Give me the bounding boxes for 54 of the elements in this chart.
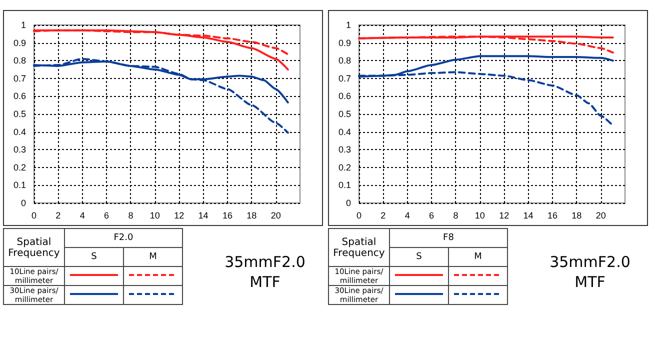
x-tick-label: 6 — [429, 210, 434, 220]
legend-title: Spatial Frequency — [328, 228, 390, 266]
x-tick-label: 6 — [104, 210, 110, 220]
text: M — [448, 248, 508, 266]
y-tick-label: 0.7 — [13, 73, 26, 84]
y-tick-label: 0.1 — [338, 180, 351, 190]
text: 35mmF2.0 MTF — [548, 252, 632, 292]
y-tick-label: 0 — [346, 198, 351, 208]
y-tick-label: 0.3 — [338, 144, 351, 155]
y-tick-label: 0.8 — [13, 56, 26, 66]
y-tick-label: 0.2 — [13, 162, 26, 172]
x-tick-label: 0 — [31, 210, 37, 220]
x-tick-label: 16 — [547, 210, 558, 220]
x-tick-label: 20 — [596, 210, 606, 220]
x-tick-label: 8 — [453, 210, 458, 220]
x-tick-label: 0 — [356, 210, 362, 220]
x-tick-label: 14 — [523, 210, 534, 220]
y-tick-label: 0.9 — [13, 38, 26, 48]
x-tick-label: 18 — [572, 210, 582, 220]
x-tick-label: 20 — [270, 210, 281, 220]
y-tick-label: 1 — [346, 20, 351, 30]
text: F8 — [390, 228, 508, 248]
y-tick-label: 0.5 — [338, 109, 351, 119]
y-tick-label: 0.2 — [338, 162, 351, 172]
y-tick-label: 0.1 — [13, 180, 26, 190]
x-tick-label: 2 — [380, 210, 386, 220]
x-tick-label: 10 — [474, 210, 485, 220]
x-tick-label: 14 — [198, 210, 208, 220]
x-tick-label: 10 — [150, 210, 160, 220]
x-tick-label: 2 — [56, 210, 61, 220]
y-tick-label: 0.8 — [338, 56, 351, 66]
y-tick-label: 0.6 — [13, 91, 26, 102]
y-tick-label: 0.3 — [13, 144, 26, 155]
y-tick-label: 0 — [20, 198, 26, 208]
text: S — [390, 248, 448, 266]
x-tick-label: 4 — [404, 210, 410, 220]
text: 35mmF2.0 MTF — [224, 252, 306, 292]
text: S — [64, 248, 124, 266]
x-tick-label: 12 — [174, 210, 184, 220]
y-tick-label: 0.7 — [338, 73, 351, 84]
legend-title: Spatial Frequency — [4, 228, 64, 266]
y-tick-label: 1 — [20, 20, 26, 30]
y-tick-label: 0.6 — [338, 91, 351, 102]
x-tick-label: 18 — [246, 210, 257, 220]
y-tick-label: 0.5 — [13, 109, 26, 119]
y-tick-label: 0.9 — [338, 38, 351, 48]
x-tick-label: 8 — [128, 210, 134, 220]
y-tick-label: 0.4 — [338, 126, 351, 137]
x-tick-label: 16 — [222, 210, 232, 220]
text: F2.0 — [64, 228, 182, 248]
x-tick-label: 4 — [80, 210, 85, 220]
text: M — [124, 248, 182, 266]
x-tick-label: 12 — [499, 210, 510, 220]
y-tick-label: 0.4 — [13, 126, 26, 137]
